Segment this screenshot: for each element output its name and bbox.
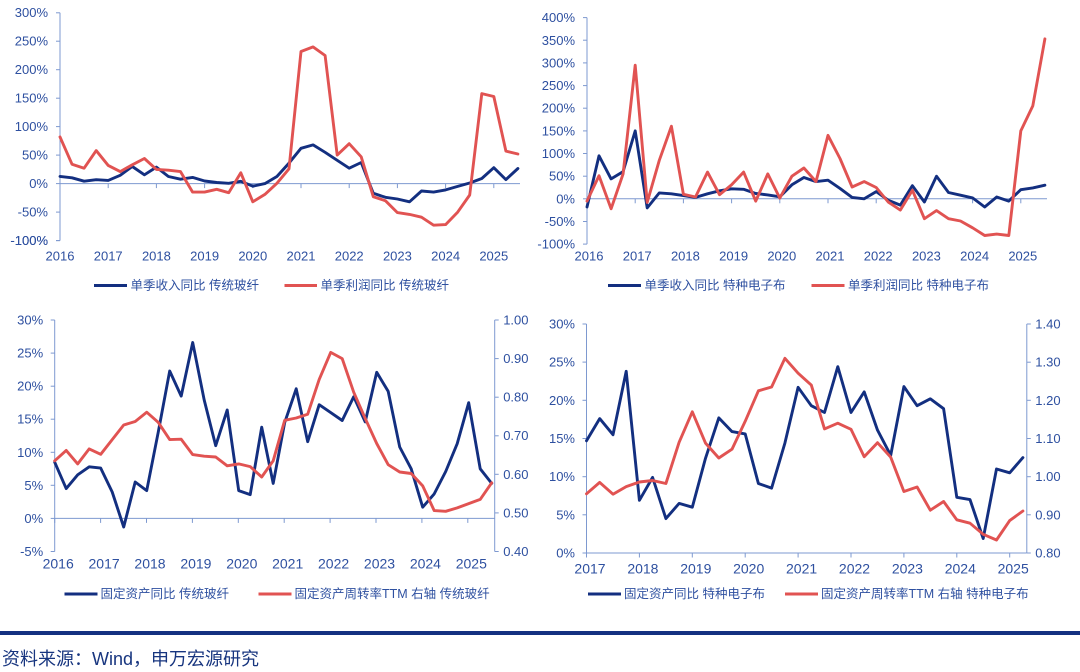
svg-text:2020: 2020 <box>226 556 257 572</box>
svg-text:2017: 2017 <box>623 249 652 264</box>
svg-text:0.90: 0.90 <box>1035 507 1060 522</box>
svg-text:2022: 2022 <box>318 556 349 572</box>
svg-text:2021: 2021 <box>287 249 316 264</box>
svg-text:25%: 25% <box>17 346 43 361</box>
svg-text:2023: 2023 <box>383 249 412 264</box>
svg-text:2016: 2016 <box>46 249 75 264</box>
svg-text:5%: 5% <box>556 507 575 522</box>
svg-text:200%: 200% <box>15 62 49 77</box>
svg-text:250%: 250% <box>542 78 576 93</box>
svg-text:0.70: 0.70 <box>503 428 528 443</box>
svg-text:2018: 2018 <box>134 556 165 572</box>
svg-text:2024: 2024 <box>431 249 460 264</box>
svg-text:2023: 2023 <box>892 561 923 577</box>
svg-text:20%: 20% <box>549 393 575 408</box>
svg-text:2023: 2023 <box>364 556 395 572</box>
svg-text:-100%: -100% <box>537 237 575 252</box>
svg-text:150%: 150% <box>15 91 49 106</box>
svg-text:固定资产同比 特种电子布: 固定资产同比 特种电子布 <box>624 586 765 601</box>
svg-text:0%: 0% <box>556 191 575 206</box>
svg-text:30%: 30% <box>17 313 43 328</box>
svg-text:1.20: 1.20 <box>1035 393 1060 408</box>
svg-text:0.50: 0.50 <box>503 505 528 520</box>
svg-text:-50%: -50% <box>545 214 576 229</box>
svg-text:2025: 2025 <box>456 556 487 572</box>
svg-text:-5%: -5% <box>20 544 44 559</box>
svg-text:300%: 300% <box>15 5 49 20</box>
svg-text:2017: 2017 <box>89 556 120 572</box>
svg-text:2019: 2019 <box>180 556 211 572</box>
svg-text:2022: 2022 <box>864 249 893 264</box>
svg-text:2016: 2016 <box>43 556 74 572</box>
svg-text:2019: 2019 <box>680 561 711 577</box>
svg-text:-100%: -100% <box>10 233 48 248</box>
svg-text:100%: 100% <box>15 119 49 134</box>
svg-text:25%: 25% <box>549 355 575 370</box>
svg-text:0%: 0% <box>29 176 48 191</box>
svg-text:1.00: 1.00 <box>503 313 528 328</box>
svg-text:2020: 2020 <box>733 561 764 577</box>
svg-text:150%: 150% <box>542 123 576 138</box>
svg-text:2018: 2018 <box>671 249 700 264</box>
svg-text:2021: 2021 <box>786 561 817 577</box>
svg-text:2017: 2017 <box>574 561 605 577</box>
svg-text:300%: 300% <box>542 55 576 70</box>
svg-text:0.40: 0.40 <box>503 544 528 559</box>
svg-text:0.90: 0.90 <box>503 351 528 366</box>
svg-text:固定资产同比 传统玻纤: 固定资产同比 传统玻纤 <box>101 586 230 601</box>
svg-text:2016: 2016 <box>575 249 604 264</box>
svg-text:2022: 2022 <box>839 561 870 577</box>
svg-text:2020: 2020 <box>767 249 796 264</box>
svg-text:2019: 2019 <box>190 249 219 264</box>
svg-text:2018: 2018 <box>627 561 658 577</box>
svg-text:2019: 2019 <box>719 249 748 264</box>
svg-text:2024: 2024 <box>945 561 976 577</box>
svg-text:100%: 100% <box>542 146 576 161</box>
svg-text:1.00: 1.00 <box>1035 469 1060 484</box>
svg-text:单季收入同比 特种电子布: 单季收入同比 特种电子布 <box>645 278 786 293</box>
svg-text:单季利润同比 传统玻纤: 单季利润同比 传统玻纤 <box>321 278 450 293</box>
svg-text:30%: 30% <box>549 317 575 332</box>
svg-text:2025: 2025 <box>479 249 508 264</box>
svg-text:0.60: 0.60 <box>503 467 528 482</box>
svg-text:1.40: 1.40 <box>1035 317 1060 332</box>
svg-text:10%: 10% <box>549 469 575 484</box>
svg-text:2017: 2017 <box>94 249 123 264</box>
svg-text:400%: 400% <box>542 10 576 25</box>
svg-text:2018: 2018 <box>142 249 171 264</box>
svg-text:15%: 15% <box>549 431 575 446</box>
svg-text:20%: 20% <box>17 379 43 394</box>
svg-text:单季利润同比 特种电子布: 单季利润同比 特种电子布 <box>848 278 989 293</box>
svg-text:5%: 5% <box>24 478 43 493</box>
svg-text:2022: 2022 <box>335 249 364 264</box>
svg-text:50%: 50% <box>549 169 575 184</box>
svg-text:单季收入同比 传统玻纤: 单季收入同比 传统玻纤 <box>131 278 260 293</box>
svg-text:200%: 200% <box>542 101 576 116</box>
svg-text:0.80: 0.80 <box>1035 546 1060 561</box>
svg-text:2024: 2024 <box>960 249 989 264</box>
svg-text:2021: 2021 <box>816 249 845 264</box>
svg-text:2025: 2025 <box>998 561 1029 577</box>
svg-text:1.10: 1.10 <box>1035 431 1060 446</box>
svg-text:0%: 0% <box>24 511 43 526</box>
svg-text:2024: 2024 <box>410 556 441 572</box>
svg-text:10%: 10% <box>17 445 43 460</box>
svg-text:固定资产周转率TTM 右轴 传统玻纤: 固定资产周转率TTM 右轴 传统玻纤 <box>295 586 491 601</box>
svg-text:50%: 50% <box>22 148 48 163</box>
svg-text:0.80: 0.80 <box>503 390 528 405</box>
svg-text:固定资产周转率TTM 右轴 特种电子布: 固定资产周转率TTM 右轴 特种电子布 <box>821 586 1029 601</box>
svg-text:2025: 2025 <box>1008 249 1037 264</box>
svg-text:2020: 2020 <box>238 249 267 264</box>
svg-text:250%: 250% <box>15 34 49 49</box>
svg-text:15%: 15% <box>17 412 43 427</box>
svg-text:1.30: 1.30 <box>1035 355 1060 370</box>
svg-text:0%: 0% <box>556 546 575 561</box>
svg-text:2021: 2021 <box>272 556 303 572</box>
svg-text:-50%: -50% <box>18 205 49 220</box>
svg-text:350%: 350% <box>542 33 576 48</box>
svg-text:-100%: -100% <box>10 233 48 248</box>
svg-text:2023: 2023 <box>912 249 941 264</box>
